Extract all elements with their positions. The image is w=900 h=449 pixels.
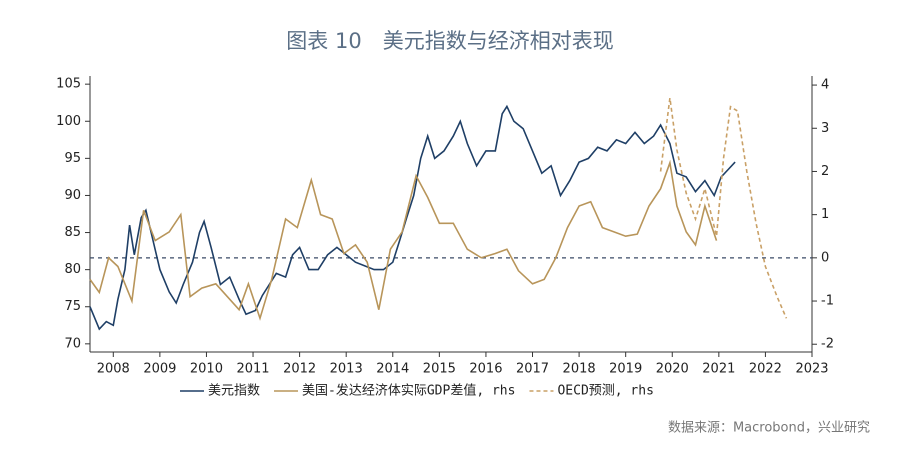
y-tick-label: 70 [64,336,81,351]
x-tick-label: 2018 [563,362,596,377]
x-tick-label: 2016 [469,362,502,377]
series-line [659,97,788,319]
x-tick-label: 2011 [236,362,269,377]
y-tick-label: 80 [64,262,81,277]
x-tick-label: 2019 [609,362,642,377]
x-tick-label: 2010 [190,362,223,377]
x-tick-label: 2015 [423,362,456,377]
y2-tick-label: -1 [821,294,834,309]
y2-tick-label: 0 [821,250,829,265]
series-line [89,104,736,331]
x-tick-label: 2009 [143,362,176,377]
x-tick-label: 2023 [795,362,828,377]
y2-tick-label: -2 [821,337,834,352]
y2-tick-label: 2 [821,164,829,179]
x-tick-label: 2021 [702,362,735,377]
x-tick-label: 2008 [97,362,130,377]
series-line [89,159,718,321]
x-tick-label: 2022 [749,362,782,377]
x-tick-label: 2012 [283,362,316,377]
chart-title: 图表 10 美元指数与经济相对表现 [286,29,613,53]
y-tick-label: 100 [56,114,81,129]
y-tick-label: 90 [64,188,81,203]
x-tick-label: 2013 [330,362,363,377]
x-tick-label: 2014 [376,362,409,377]
y-tick-label: 95 [64,151,81,166]
y2-tick-label: 4 [821,78,829,93]
source-note: 数据来源：Macrobond，兴业研究 [668,421,870,436]
y-tick-label: 85 [64,225,81,240]
y-tick-label: 105 [56,77,81,92]
legend-label: 美元指数 [208,384,260,399]
x-tick-label: 2020 [656,362,689,377]
x-tick-label: 2017 [516,362,549,377]
y2-tick-label: 3 [821,121,829,136]
y2-tick-label: 1 [821,207,829,222]
legend-label: OECD预测, rhs [557,384,653,399]
legend-label: 美国-发达经济体实际GDP差值, rhs [302,383,515,399]
y-tick-label: 75 [64,299,81,314]
